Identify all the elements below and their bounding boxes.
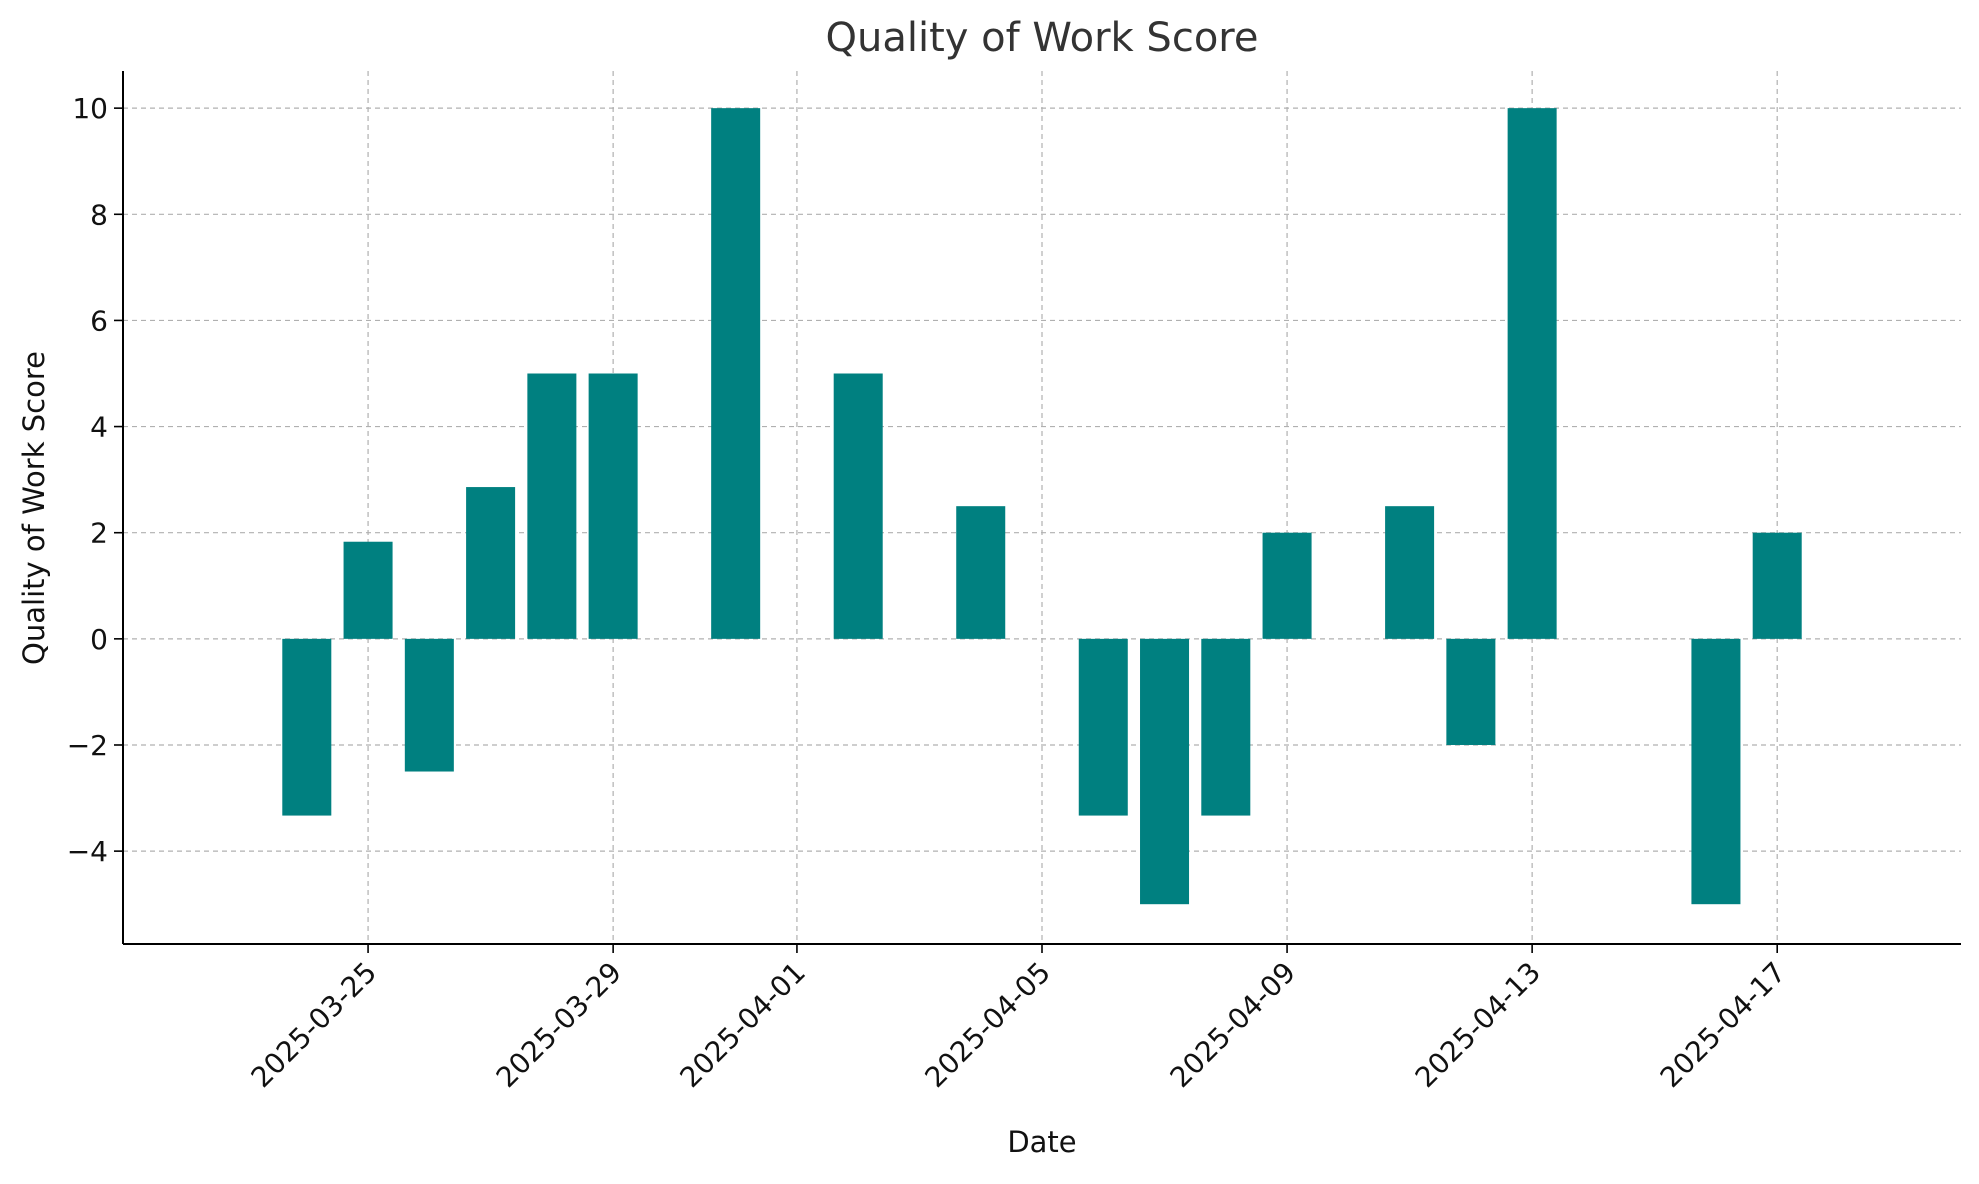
bar-2025-04-02 [833, 373, 883, 639]
bar-2025-03-26 [404, 638, 454, 772]
bar-2025-04-13 [1507, 108, 1557, 639]
bar-2025-03-27 [466, 487, 516, 639]
x-tick-label: 2025-04-13 [1409, 956, 1547, 1094]
y-ticks: −4 −2 0 2 4 6 8 10 [67, 92, 123, 868]
grid-lines [123, 71, 1961, 944]
y-tick-label: −4 [67, 835, 108, 868]
bar-2025-04-08 [1201, 638, 1251, 816]
y-tick-label: 0 [90, 623, 108, 656]
bar-2025-03-31 [711, 108, 761, 639]
bar-2025-04-16 [1691, 638, 1741, 905]
x-tick-label: 2025-04-05 [919, 956, 1057, 1094]
y-tick-label: 6 [90, 304, 108, 337]
bars [282, 108, 1802, 905]
bar-2025-03-28 [527, 373, 577, 639]
bar-2025-03-24 [282, 638, 332, 816]
y-tick-label: 8 [90, 198, 108, 231]
bar-2025-04-04 [956, 506, 1006, 639]
bar-2025-04-12 [1446, 638, 1496, 745]
bar-2025-04-06 [1078, 638, 1128, 816]
bar-2025-04-11 [1385, 506, 1435, 639]
bar-2025-04-09 [1262, 532, 1312, 639]
y-tick-label: 2 [90, 517, 108, 550]
bar-2025-03-29 [588, 373, 638, 639]
x-tick-label: 2025-04-01 [673, 956, 811, 1094]
bar-2025-04-07 [1140, 638, 1190, 905]
bar-2025-03-25 [343, 541, 393, 639]
x-tick-label: 2025-04-17 [1654, 956, 1792, 1094]
x-tick-label: 2025-03-29 [490, 956, 628, 1094]
x-axis-label: Date [1007, 1125, 1076, 1159]
x-tick-label: 2025-03-25 [245, 956, 383, 1094]
chart-title: Quality of Work Score [826, 15, 1259, 61]
y-tick-label: 4 [90, 411, 108, 444]
y-tick-label: −2 [67, 729, 108, 762]
y-tick-label: 10 [72, 92, 108, 125]
y-axis-label: Quality of Work Score [17, 351, 51, 665]
bar-2025-04-17 [1752, 532, 1802, 639]
x-tick-label: 2025-04-09 [1164, 956, 1302, 1094]
x-ticks: 2025-03-25 2025-03-29 2025-04-01 2025-04-05… [245, 944, 1792, 1094]
